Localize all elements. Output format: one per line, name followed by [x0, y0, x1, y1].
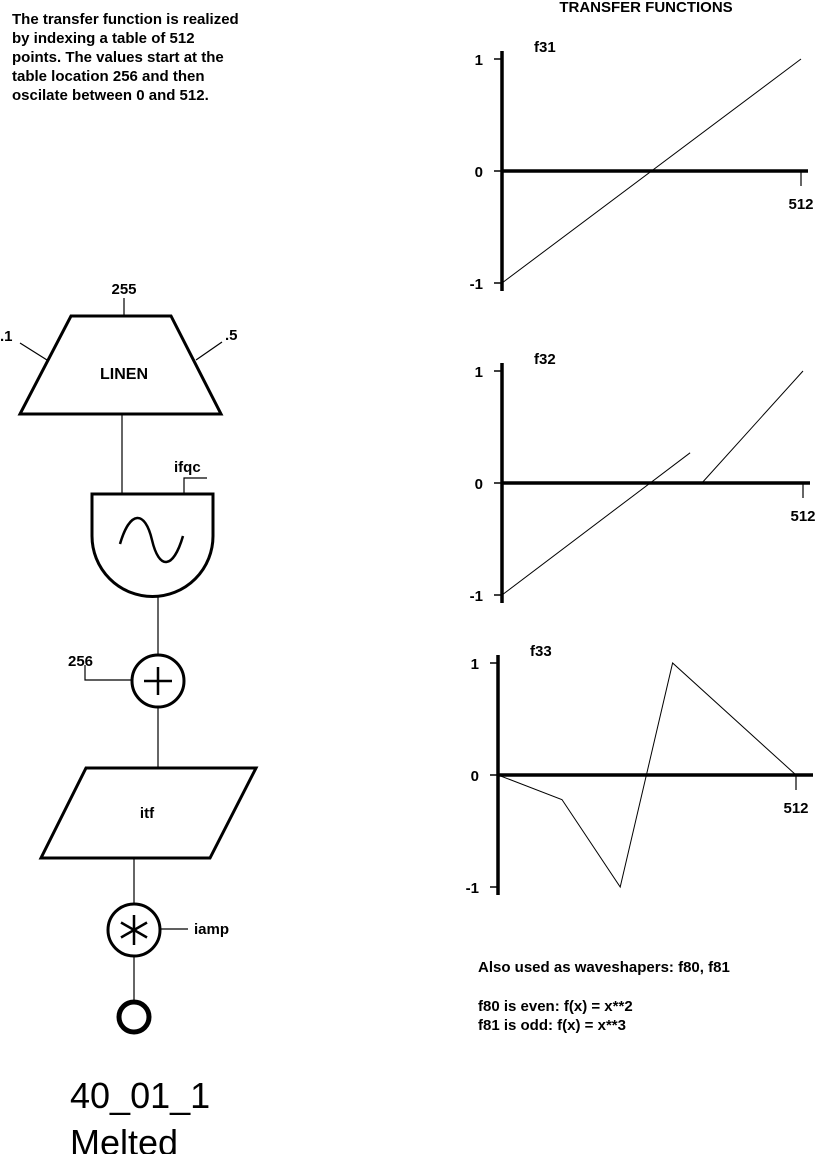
oscillator-input: ifqc — [174, 459, 201, 476]
adder-input-line — [84, 665, 132, 681]
waveshaper-line-2: f80 is even: f(x) = x**2 — [478, 998, 633, 1015]
graph-f31-y-tick-label: 0 — [475, 164, 483, 181]
linen-right-input-line — [195, 341, 223, 361]
description-text: The transfer function is realized by ind… — [12, 11, 239, 104]
multiplier-input: iamp — [194, 921, 229, 938]
graph-f32: 1 0 -1 512 f32 — [470, 351, 816, 605]
linen-block: LINEN 255 .1 .5 — [0, 281, 238, 416]
table-block: itf — [38, 766, 259, 860]
linen-left-input: .1 — [0, 328, 13, 345]
graph-f32-y-tick-label: 0 — [475, 476, 483, 493]
graph-f33-y-tick-label: 0 — [471, 768, 479, 785]
graph-f31: 1 0 -1 512 f31 — [470, 39, 814, 293]
description-line-3: points. The values start at the — [12, 49, 224, 66]
description-line-5: oscilate between 0 and 512. — [12, 87, 209, 104]
waveshaper-line-3: f81 is odd: f(x) = x**3 — [478, 1017, 626, 1034]
sine-wave-icon — [118, 516, 185, 564]
adder-input: 256 — [68, 653, 93, 670]
description-line-4: table location 256 and then — [12, 68, 205, 85]
graph-f33-y-tick-label: -1 — [466, 880, 479, 897]
asterisk-icon-diagonal-2 — [120, 921, 148, 939]
graph-f31-name: f31 — [534, 39, 556, 56]
transfer-function-graphs: 1 0 -1 512 f31 1 0 -1 512 f32 1 0 -1 512 f33 — [466, 39, 816, 897]
diagram-id: 40_01_1 — [70, 1075, 210, 1116]
multiplier-block: iamp — [106, 902, 229, 958]
adder-block: 256 — [68, 653, 186, 709]
oscillator-shape — [90, 492, 215, 598]
diagram-name: Melted — [70, 1122, 178, 1154]
graph-f31-y-tick-label: -1 — [470, 276, 483, 293]
linen-right-input: .5 — [225, 327, 238, 344]
table-parallelogram — [38, 766, 259, 860]
graph-f31-x-tick-label: 512 — [788, 196, 813, 213]
description-line-1: The transfer function is realized — [12, 11, 239, 28]
graph-f32-y-tick-label: -1 — [470, 588, 483, 605]
graph-f33: 1 0 -1 512 f33 — [466, 643, 813, 897]
graph-f33-curve-1 — [497, 662, 797, 889]
graph-f33-y-tick-label: 1 — [471, 656, 479, 673]
graph-f31-y-tick-label: 1 — [475, 52, 483, 69]
description-line-2: by indexing a table of 512 — [12, 30, 195, 47]
linen-left-input-line — [19, 342, 48, 361]
graph-f32-y-tick-label: 1 — [475, 364, 483, 381]
graph-f32-curve-2 — [701, 370, 804, 484]
graph-f33-x-tick-label: 512 — [783, 800, 808, 817]
linen-top-input: 255 — [111, 281, 136, 298]
oscillator-input-line — [183, 477, 207, 494]
graph-f32-x-tick-label: 512 — [790, 508, 815, 525]
graph-f32-name: f32 — [534, 351, 556, 368]
graph-f33-name: f33 — [530, 643, 552, 660]
table-label: itf — [140, 805, 155, 822]
transfer-functions-heading: TRANSFER FUNCTIONS — [559, 0, 732, 16]
graph-f32-curve-1 — [501, 452, 691, 596]
linen-label: LINEN — [100, 366, 148, 383]
output-circle — [116, 999, 152, 1035]
oscillator-block: ifqc — [90, 459, 215, 598]
linen-trapezoid — [17, 314, 224, 416]
waveshaper-line-1: Also used as waveshapers: f80, f81 — [478, 959, 730, 976]
graph-f31-curve-1 — [501, 58, 802, 284]
waveshaper-notes: Also used as waveshapers: f80, f81 f80 i… — [478, 959, 730, 1034]
